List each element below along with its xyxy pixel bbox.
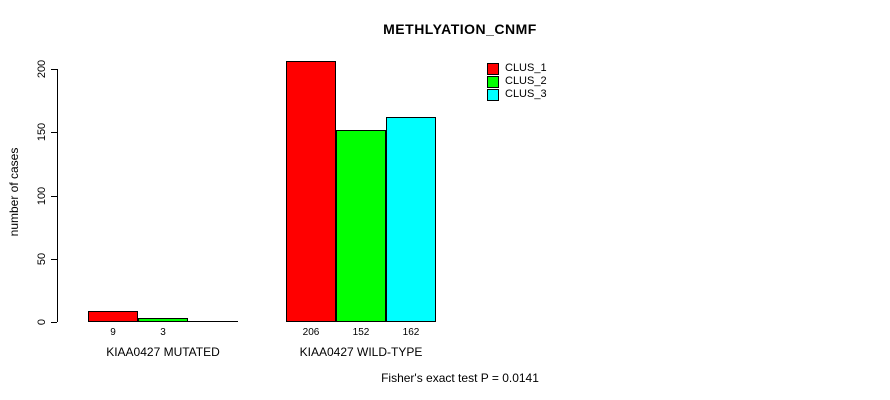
bar-clus_2-group1 bbox=[138, 318, 188, 322]
y-tick-label: 150 bbox=[36, 122, 48, 142]
bar-value-label: 152 bbox=[352, 327, 370, 338]
bar-clus_1-group1 bbox=[88, 311, 138, 322]
x-group-label: KIAA0427 WILD-TYPE bbox=[299, 345, 423, 359]
bar-value-label: 9 bbox=[110, 327, 116, 338]
y-tick-label: 50 bbox=[36, 252, 48, 266]
legend-item-clus_3: CLUS_3 bbox=[487, 88, 547, 101]
y-tick-label: 0 bbox=[36, 318, 48, 326]
bar-value-label: 162 bbox=[402, 327, 420, 338]
legend-label: CLUS_3 bbox=[505, 88, 547, 100]
bar-clus_3-group1-zero bbox=[188, 321, 238, 322]
y-tick-label: 200 bbox=[36, 59, 48, 79]
y-tick-mark bbox=[51, 196, 57, 197]
legend-item-clus_1: CLUS_1 bbox=[487, 62, 547, 75]
legend: CLUS_1 CLUS_2 CLUS_3 bbox=[487, 62, 547, 101]
bar-value-label: 206 bbox=[302, 327, 320, 338]
y-axis-line bbox=[57, 69, 58, 322]
y-tick-mark bbox=[51, 259, 57, 260]
bar-clus_2-group2 bbox=[336, 130, 386, 322]
fisher-test-annotation: Fisher's exact test P = 0.0141 bbox=[381, 371, 539, 385]
bar-value-label: 3 bbox=[160, 327, 166, 338]
legend-label: CLUS_2 bbox=[505, 75, 547, 87]
bar-clus_3-group2 bbox=[386, 117, 436, 322]
y-tick-label: 100 bbox=[36, 186, 48, 206]
x-group-label: KIAA0427 MUTATED bbox=[106, 345, 220, 359]
legend-swatch-clus_3 bbox=[487, 88, 499, 101]
legend-swatch-clus_1 bbox=[487, 62, 499, 75]
chart-title: METHLYATION_CNMF bbox=[383, 21, 537, 37]
legend-item-clus_2: CLUS_2 bbox=[487, 75, 547, 88]
legend-swatch-clus_2 bbox=[487, 75, 499, 88]
bar-clus_1-group2 bbox=[286, 61, 336, 322]
y-axis-title: number of cases bbox=[7, 147, 21, 237]
y-tick-mark bbox=[51, 69, 57, 70]
y-tick-mark bbox=[51, 322, 57, 323]
legend-label: CLUS_1 bbox=[505, 62, 547, 74]
y-tick-mark bbox=[51, 132, 57, 133]
